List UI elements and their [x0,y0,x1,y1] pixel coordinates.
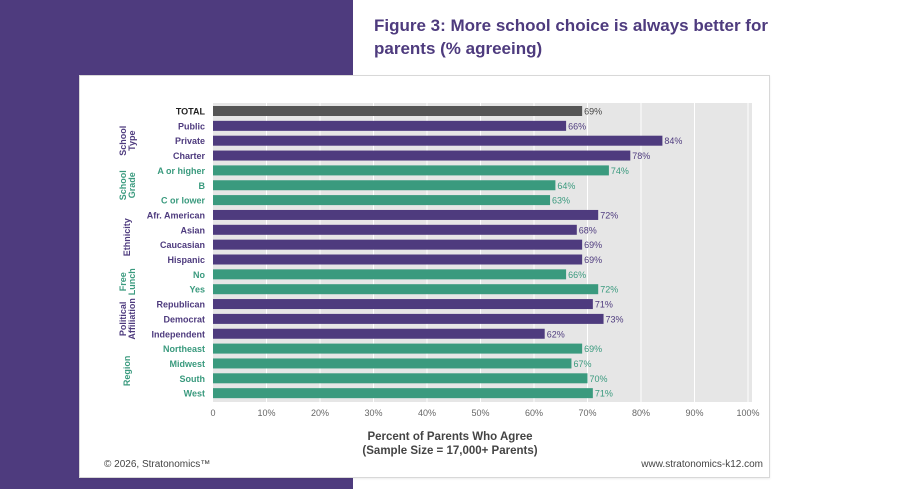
data-label: 66% [568,270,586,280]
data-label: 64% [557,181,575,191]
data-label: 69% [584,107,602,117]
copyright: © 2026, Stratonomics™ [104,459,211,470]
group-label: SchoolGrade [118,170,137,200]
category-label: A or higher [157,166,205,176]
bar [213,165,609,176]
bar [213,106,583,116]
bar [213,224,577,235]
bar [213,180,556,191]
plot-background [213,103,752,402]
bar [213,388,593,399]
category-label: Asian [180,225,205,235]
bar [213,120,567,131]
data-label: 70% [590,374,608,384]
group-label: PoliticalAffiliation [118,298,137,340]
category-label: C or lower [161,196,206,206]
data-label: 84% [664,136,682,146]
category-label: Democrat [163,314,205,324]
category-label: South [180,374,206,384]
x-tick-label: 60% [525,408,543,418]
bar [213,239,583,250]
bar [213,343,583,354]
bar [213,269,567,280]
data-label: 69% [584,240,602,250]
data-label: 72% [600,210,618,220]
group-label: Ethnicity [122,218,132,256]
group-label: Region [122,356,132,387]
x-tick-label: 50% [471,408,489,418]
bar [213,195,551,206]
x-tick-label: 20% [311,408,329,418]
bar [213,284,599,295]
category-label: Afr. American [147,210,205,220]
data-label: 68% [579,225,597,235]
data-label: 67% [573,359,591,369]
bar [213,209,599,220]
category-label: Independent [152,329,206,339]
data-label: 71% [595,389,613,399]
x-tick-label: 30% [364,408,382,418]
x-tick-label: 80% [632,408,650,418]
data-label: 74% [611,166,629,176]
data-label: 72% [600,285,618,295]
category-label: No [193,270,205,280]
group-label: FreeLunch [118,268,137,295]
data-label: 62% [547,329,565,339]
category-label: Private [175,136,205,146]
x-axis-title: Percent of Parents Who Agree [367,431,533,443]
category-label: B [199,181,206,191]
category-label: West [184,389,205,399]
data-label: 69% [584,344,602,354]
bar [213,328,545,339]
bar [213,358,572,369]
data-label: 63% [552,196,570,206]
category-label: Charter [173,151,206,161]
x-tick-label: 40% [418,408,436,418]
data-label: 71% [595,300,613,310]
x-axis-subtitle: (Sample Size = 17,000+ Parents) [362,445,538,457]
data-label: 69% [584,255,602,265]
website-url: www.stratonomics-k12.com [641,459,763,470]
x-tick-label: 90% [685,408,703,418]
category-label: Public [178,121,205,131]
data-label: 78% [632,151,650,161]
bar [213,254,583,265]
category-label: Yes [189,285,205,295]
category-label: Midwest [169,359,205,369]
bar [213,299,593,310]
data-label: 66% [568,121,586,131]
category-label: TOTAL [176,107,206,117]
x-tick-label: 70% [578,408,596,418]
x-tick-label: 100% [736,408,759,418]
category-label: Republican [156,300,205,310]
x-tick-label: 10% [257,408,275,418]
figure-title: Figure 3: More school choice is always b… [374,16,768,58]
bar [213,135,663,146]
data-label: 73% [606,314,624,324]
category-label: Caucasian [160,240,205,250]
bar [213,313,604,324]
category-label: Hispanic [167,255,205,265]
category-label: Northeast [163,344,205,354]
bar [213,150,631,161]
x-tick-label: 0 [210,408,215,418]
x-axis-label: Percent of Parents Who Agree (Sample Siz… [0,430,900,458]
group-label: SchoolType [118,126,137,156]
bar [213,373,588,384]
